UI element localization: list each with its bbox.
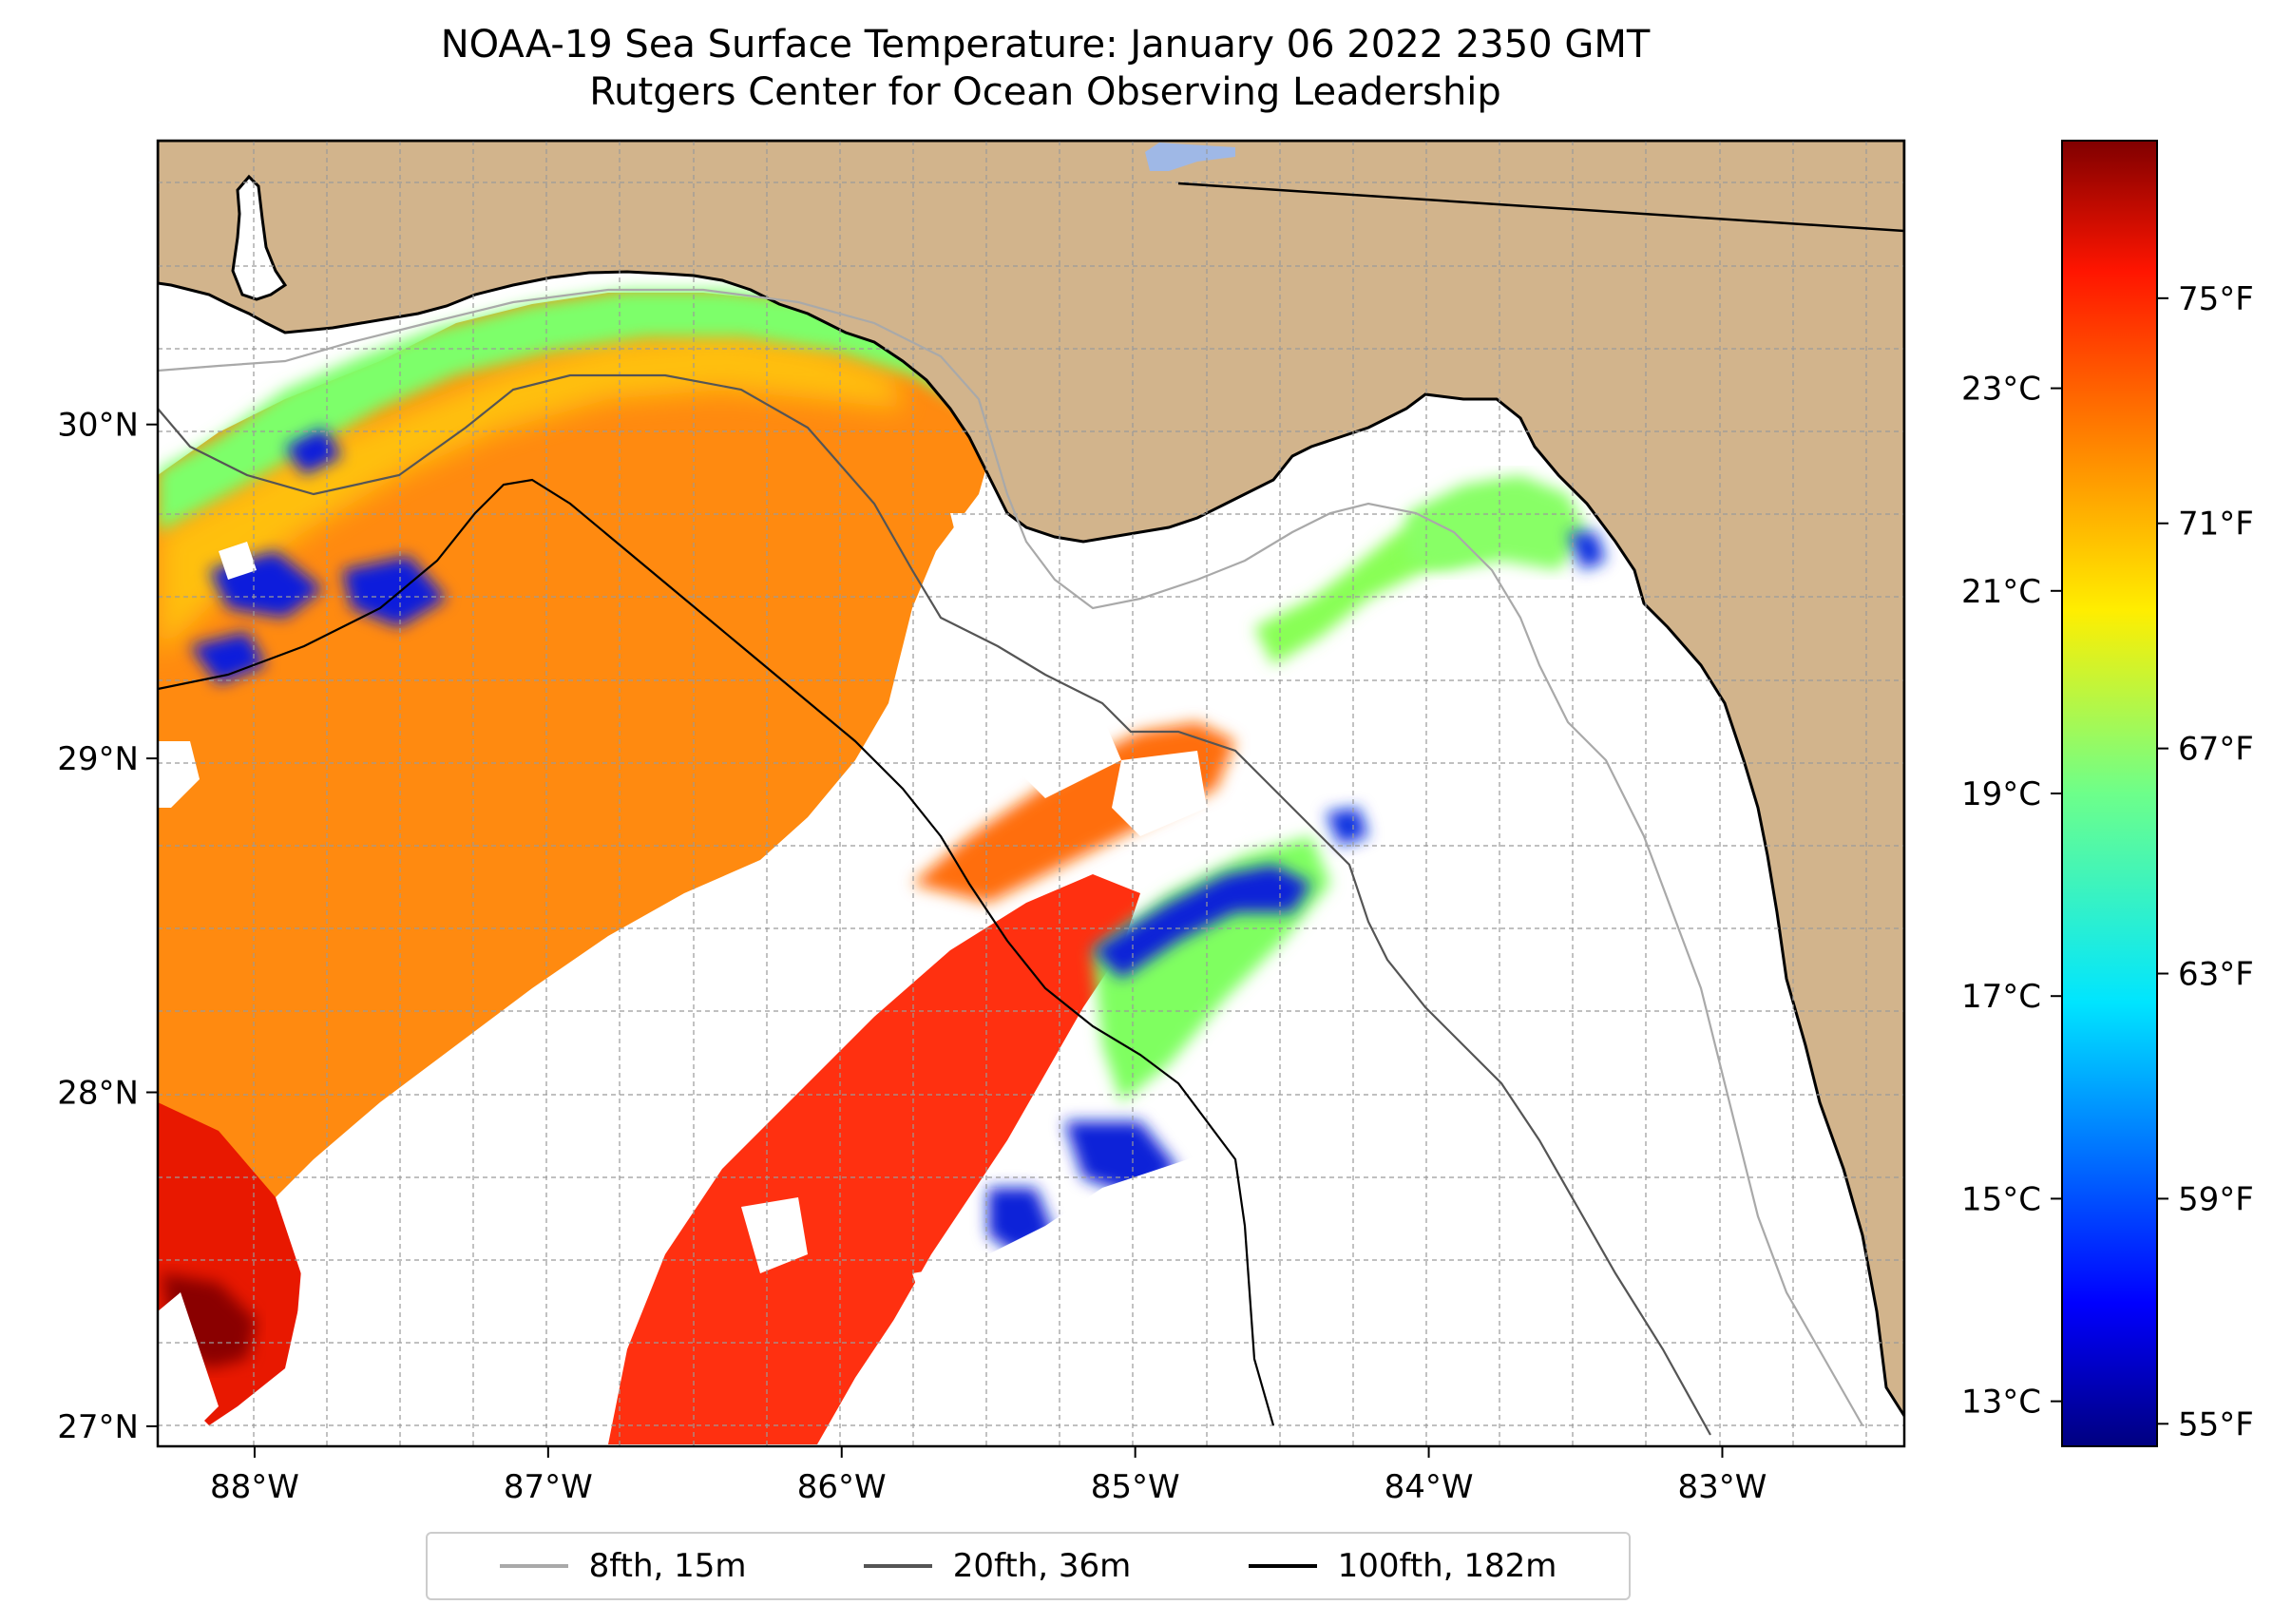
isobath-8fth xyxy=(158,288,1863,1426)
celsius-tick-label: 21°C xyxy=(1961,573,2041,611)
colorbar-fahrenheit-ticks: 55°F 59°F 63°F 67°F 71°F 75°F xyxy=(2157,280,2254,1443)
isobath-legend: 8fth, 15m 20fth, 36m 100fth, 182m xyxy=(426,1532,1631,1600)
lon-tick-label: 86°W xyxy=(797,1468,887,1506)
title-line-2: Rutgers Center for Ocean Observing Leade… xyxy=(589,70,1501,114)
map-border xyxy=(156,139,1906,1448)
sst-cold-patches-nw xyxy=(190,428,447,684)
isobath-100fth xyxy=(158,478,1275,1426)
fahrenheit-tick-label: 59°F xyxy=(2178,1180,2254,1218)
fahrenheit-tick-label: 75°F xyxy=(2178,280,2254,318)
sst-field xyxy=(158,290,1904,1446)
legend-swatch-20fth xyxy=(863,1564,932,1568)
celsius-tick-label: 23°C xyxy=(1961,371,2041,409)
state-boundary xyxy=(1177,182,1904,233)
legend-label-20fth: 20fth, 36m xyxy=(952,1547,1132,1585)
isobaths xyxy=(158,182,1904,1436)
no-data-south-strip xyxy=(158,665,1904,1446)
lon-tick-label: 83°W xyxy=(1678,1468,1767,1506)
title-line-1: NOAA-19 Sea Surface Temperature: January… xyxy=(440,23,1651,67)
sst-yellow-band xyxy=(158,333,903,656)
celsius-tick-label: 17°C xyxy=(1961,978,2041,1016)
legend-label-8fth: 8fth, 15m xyxy=(588,1547,747,1585)
lat-tick-label: 29°N xyxy=(57,740,139,778)
lat-tick-label: 30°N xyxy=(57,407,139,445)
celsius-tick-label: 13°C xyxy=(1961,1384,2041,1422)
land-areas xyxy=(158,141,1904,1419)
sst-bigbend-green xyxy=(1406,475,1587,570)
lon-tick-label: 84°W xyxy=(1385,1468,1474,1506)
legend-item-8fth: 8fth, 15m xyxy=(499,1547,747,1585)
gridlines xyxy=(158,141,1904,1446)
map-title: NOAA-19 Sea Surface Temperature: January… xyxy=(0,21,2091,116)
legend-swatch-100fth xyxy=(1248,1564,1317,1568)
colorbar: 13°C 15°C 17°C 19°C 21°C 23°C 55°F 59°F 63°F 67°… xyxy=(1961,140,2254,1447)
fahrenheit-tick-label: 55°F xyxy=(2178,1405,2254,1443)
lon-tick-label: 85°W xyxy=(1091,1468,1180,1506)
celsius-tick-label: 15°C xyxy=(1961,1180,2041,1218)
land-gulf-coast xyxy=(158,141,1904,1419)
sst-southern-tongue xyxy=(608,874,1140,1444)
fahrenheit-tick-label: 63°F xyxy=(2178,956,2254,994)
legend-item-20fth: 20fth, 36m xyxy=(863,1547,1132,1585)
fahrenheit-tick-label: 71°F xyxy=(2178,506,2254,544)
water-body-inland xyxy=(1145,143,1235,171)
celsius-tick-label: 19°C xyxy=(1961,775,2041,813)
legend-swatch-8fth xyxy=(499,1564,568,1568)
sst-bigbend-blue xyxy=(1326,532,1606,846)
lat-tick-label: 27°N xyxy=(57,1408,139,1446)
lat-tick-label: 28°N xyxy=(57,1075,139,1113)
lon-axis: 88°W 87°W 86°W 85°W 84°W 83°W xyxy=(210,1446,1767,1506)
fahrenheit-tick-label: 67°F xyxy=(2178,731,2254,769)
isobath-20fth xyxy=(158,373,1711,1436)
lon-tick-label: 87°W xyxy=(504,1468,593,1506)
lat-axis: 30°N 29°N 28°N 27°N xyxy=(57,407,158,1446)
land-mobile-bay-west xyxy=(231,174,288,301)
lon-tick-label: 88°W xyxy=(210,1468,299,1506)
map-axes xyxy=(156,139,1906,1448)
colorbar-gradient xyxy=(2061,140,2158,1447)
legend-item-100fth: 100fth, 182m xyxy=(1248,1547,1557,1585)
legend-label-100fth: 100fth, 182m xyxy=(1337,1547,1557,1585)
sst-coastal-green xyxy=(158,290,1026,532)
colorbar-celsius-ticks: 13°C 15°C 17°C 19°C 21°C 23°C xyxy=(1961,371,2062,1422)
sst-warm-shelf xyxy=(158,293,998,1311)
